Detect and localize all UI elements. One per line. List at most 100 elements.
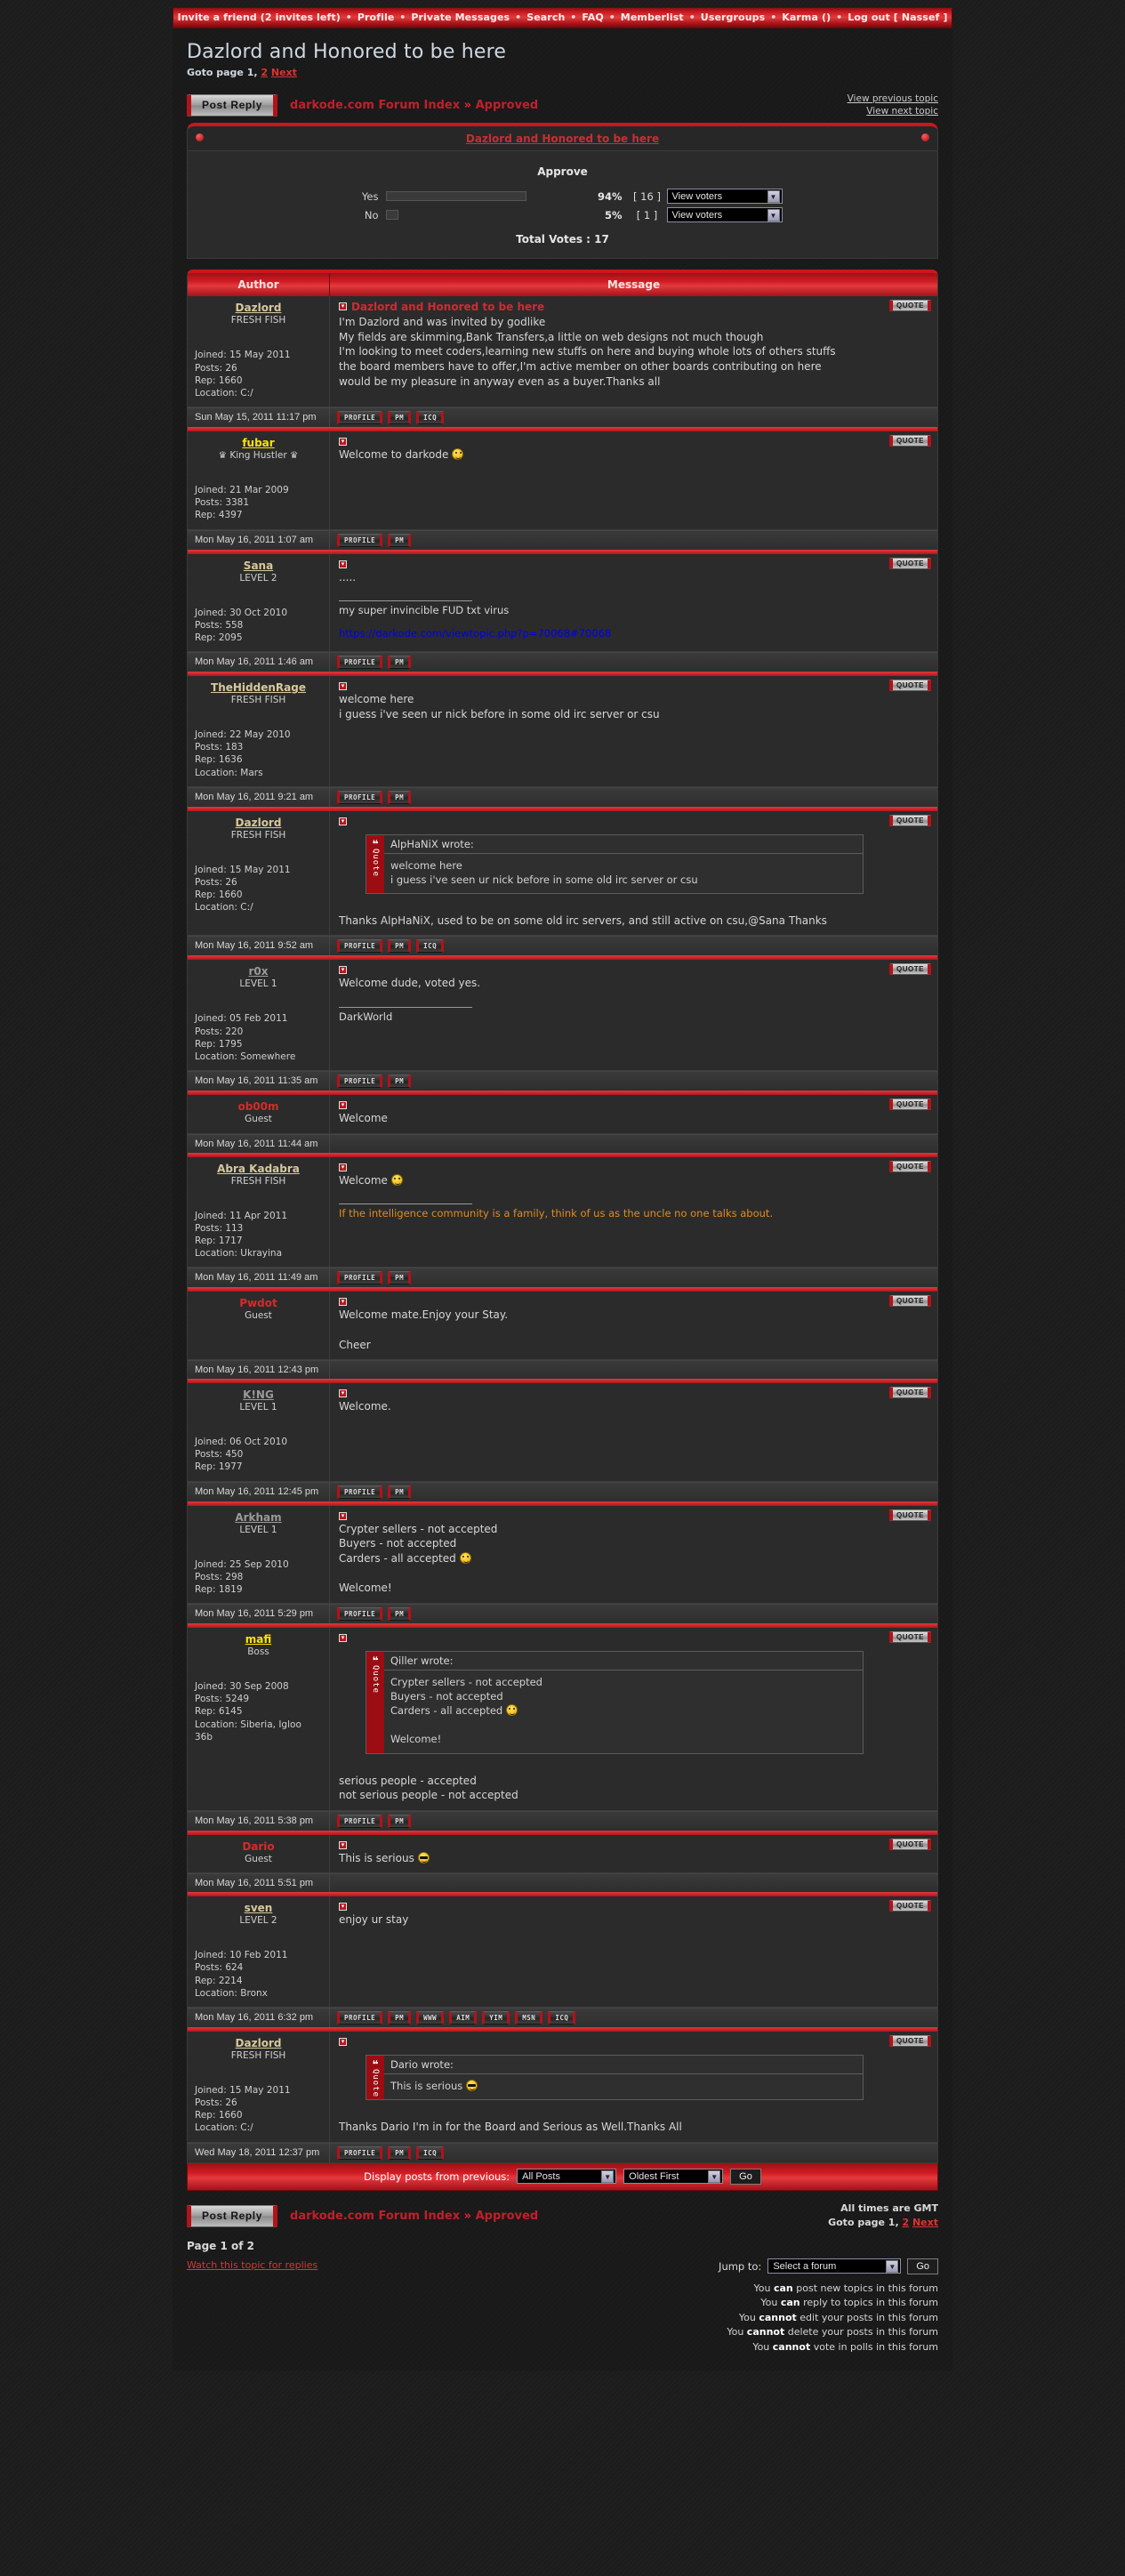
action-button-pm[interactable]: PM (388, 790, 412, 804)
quote-button[interactable]: QUOTE (889, 557, 931, 569)
nav-item-profile[interactable]: Profile (357, 12, 395, 23)
quote-button[interactable]: QUOTE (889, 435, 931, 447)
action-button-www[interactable]: WWW (416, 2010, 445, 2025)
view-previous-topic-link[interactable]: View previous topic (847, 93, 938, 104)
nav-item-search[interactable]: Search (526, 12, 566, 23)
action-button-profile[interactable]: PROFILE (337, 790, 383, 804)
quote-button[interactable]: QUOTE (889, 1900, 931, 1912)
view-next-topic-link[interactable]: View next topic (866, 106, 938, 117)
action-button-profile[interactable]: PROFILE (337, 939, 383, 954)
action-button-profile[interactable]: PROFILE (337, 2145, 383, 2160)
action-button-pm[interactable]: PM (388, 1607, 412, 1622)
nav-item-invite-a-friend-2-invites-left[interactable]: Invite a friend (2 invites left) (177, 12, 341, 23)
author-username-link[interactable]: TheHiddenRage (211, 681, 306, 695)
goto-page-2-link-bottom[interactable]: 2 (902, 2217, 910, 2229)
display-go-button[interactable]: Go (730, 2168, 761, 2185)
action-button-profile[interactable]: PROFILE (337, 2010, 383, 2025)
action-button-pm[interactable]: PM (388, 2010, 412, 2025)
author-username-link[interactable]: Arkham (235, 1510, 282, 1524)
watch-topic-link[interactable]: Watch this topic for replies (187, 2258, 318, 2271)
action-button-yim[interactable]: YIM (482, 2010, 510, 2025)
action-button-icq[interactable]: ICQ (416, 2145, 445, 2160)
breadcrumb-forum-link-top[interactable]: Approved (475, 98, 539, 112)
display-sort-select[interactable]: Oldest First ▼ (623, 2169, 724, 2185)
action-button-pm[interactable]: PM (388, 656, 412, 670)
breadcrumb-index-link-top[interactable]: darkode.com Forum Index (290, 98, 461, 112)
nav-item-private-messages[interactable]: Private Messages (411, 12, 510, 23)
quote-button[interactable]: QUOTE (889, 1838, 931, 1850)
action-button-profile[interactable]: PROFILE (337, 1271, 383, 1285)
action-button-profile[interactable]: PROFILE (337, 533, 383, 547)
post-reply-button-top[interactable]: Post Reply (187, 93, 278, 117)
action-button-pm[interactable]: PM (388, 533, 412, 547)
action-button-msn[interactable]: MSN (515, 2010, 543, 2025)
author-username-link[interactable]: Sana (243, 559, 274, 572)
quote-button[interactable]: QUOTE (889, 1387, 931, 1399)
post-reply-button-bottom[interactable]: Post Reply (187, 2204, 278, 2227)
author-stat-line: Joined: 10 Feb 2011 (195, 1950, 288, 1961)
action-button-pm[interactable]: PM (388, 2145, 412, 2160)
author-username-link[interactable]: fubar (242, 437, 275, 450)
signature-link[interactable]: https://darkode.com/viewtopic.php?p=7006… (339, 627, 612, 640)
nav-item-karma[interactable]: Karma () (782, 12, 832, 23)
nav-item-faq[interactable]: FAQ (582, 12, 604, 23)
post-marker-icon: ▾ (339, 438, 347, 447)
post-author-cell: Pwdot Guest (188, 1292, 330, 1360)
quote-button[interactable]: QUOTE (889, 1631, 931, 1644)
author-username-link[interactable]: Dazlord (235, 2036, 282, 2049)
action-button-aim[interactable]: AIM (449, 2010, 478, 2025)
post-message-cell: QUOTE ▾ Welcome mate.Enjoy your Stay. Chee… (330, 1292, 937, 1360)
action-button-profile[interactable]: PROFILE (337, 1607, 383, 1622)
goto-next-link[interactable]: Next (270, 67, 297, 78)
action-button-pm[interactable]: PM (388, 1814, 412, 1828)
action-button-icq[interactable]: ICQ (416, 411, 445, 425)
action-button-pm[interactable]: PM (388, 1485, 412, 1499)
quote-button[interactable]: QUOTE (889, 680, 931, 692)
action-button-profile[interactable]: PROFILE (337, 411, 383, 425)
action-button-profile[interactable]: PROFILE (337, 1075, 383, 1089)
goto-page-2-link[interactable]: 2 (261, 67, 269, 78)
quote-button[interactable]: QUOTE (889, 2034, 931, 2047)
author-username-link[interactable]: r0x (248, 965, 269, 978)
author-username-link[interactable]: Dazlord (235, 302, 282, 315)
author-username-link[interactable]: Abra Kadabra (217, 1162, 300, 1175)
quote-button[interactable]: QUOTE (889, 1295, 931, 1308)
action-button-pm[interactable]: PM (388, 411, 412, 425)
view-voters-select[interactable]: View voters ▼ (666, 207, 783, 223)
quote-button[interactable]: QUOTE (889, 963, 931, 976)
action-button-pm[interactable]: PM (388, 939, 412, 954)
view-voters-select[interactable]: View voters ▼ (666, 189, 783, 205)
nav-item-memberlist[interactable]: Memberlist (620, 12, 684, 23)
action-button-pm[interactable]: PM (388, 1075, 412, 1089)
action-button-icq[interactable]: ICQ (416, 939, 445, 954)
display-filter-select[interactable]: All Posts ▼ (517, 2169, 617, 2185)
author-username-link[interactable]: sven (244, 1902, 273, 1915)
breadcrumb-forum-link-bottom[interactable]: Approved (475, 2209, 539, 2223)
permissions-list: You can post new topics in this forum You… (187, 2282, 938, 2355)
quote-button[interactable]: QUOTE (889, 300, 931, 312)
author-username-link[interactable]: Dazlord (235, 816, 282, 829)
author-username-link[interactable]: K!NG (243, 1389, 274, 1402)
post-footer: Mon May 16, 2011 9:21 am PROFILE PM (188, 786, 937, 807)
quote-button[interactable]: QUOTE (889, 1160, 931, 1172)
author-rank: ♛ King Hustler ♛ (218, 450, 299, 462)
quote-button[interactable]: QUOTE (889, 1509, 931, 1521)
action-button-profile[interactable]: PROFILE (337, 1485, 383, 1499)
author-username-link[interactable]: mafi (245, 1633, 272, 1646)
action-button-pm[interactable]: PM (388, 1271, 412, 1285)
display-sort-value: Oldest First (629, 2170, 679, 2182)
jump-to-select[interactable]: Select a forum ▼ (767, 2258, 902, 2274)
smiley-cool-icon (465, 2079, 478, 2091)
nav-item-log-out-nassef[interactable]: Log out [ Nassef ] (848, 12, 948, 23)
author-stats: Joined: 30 Sep 2008 Posts: 5249 Rep: 6145 L… (195, 1680, 322, 1743)
quote-button[interactable]: QUOTE (889, 1099, 931, 1111)
action-button-profile[interactable]: PROFILE (337, 656, 383, 670)
quote-button[interactable]: QUOTE (889, 814, 931, 826)
goto-next-link-bottom[interactable]: Next (912, 2217, 938, 2229)
nav-item-usergroups[interactable]: Usergroups (700, 12, 766, 23)
jump-to-go-button[interactable]: Go (907, 2258, 938, 2274)
action-button-profile[interactable]: PROFILE (337, 1814, 383, 1828)
breadcrumb-index-link-bottom[interactable]: darkode.com Forum Index (290, 2209, 461, 2223)
action-button-icq[interactable]: ICQ (548, 2010, 576, 2025)
topic-head-link[interactable]: Dazlord and Honored to be here (465, 133, 660, 146)
